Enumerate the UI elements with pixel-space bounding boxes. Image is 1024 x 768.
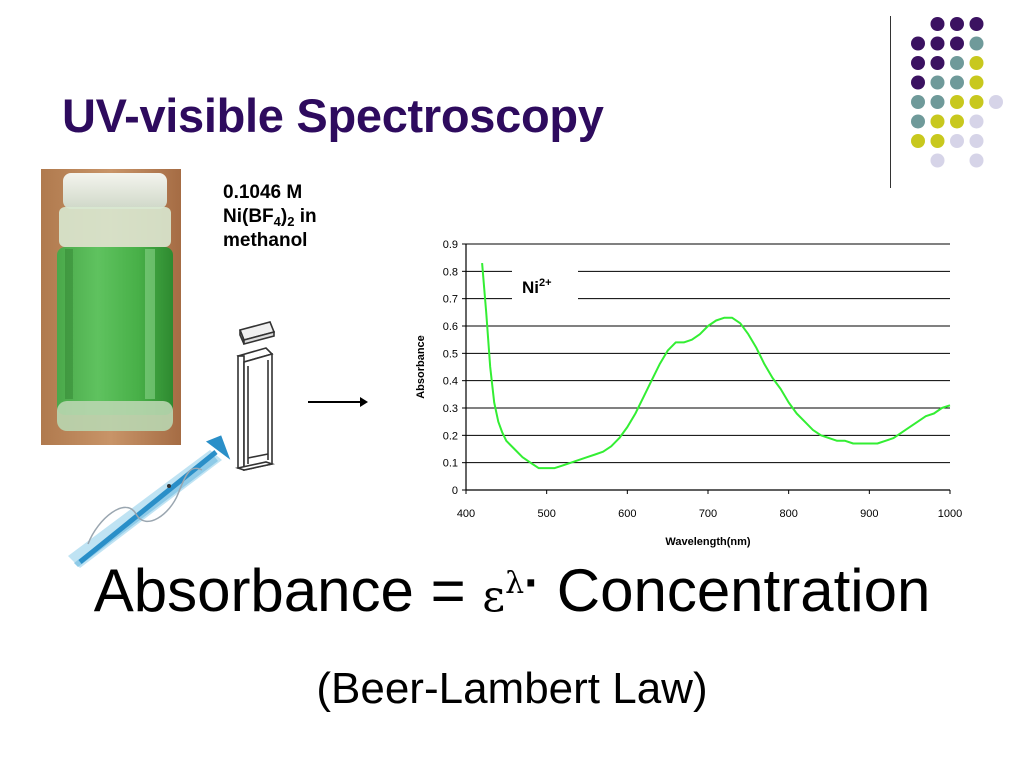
y-tick-label: 0.7 [443,294,458,306]
decoration-dot [930,36,945,51]
decoration-dot [950,75,964,90]
y-tick-label: 0.6 [443,321,458,333]
decoration-dot [950,134,964,148]
equation-lhs: Absorbance = [93,557,483,624]
y-tick-label: 0.4 [443,376,458,388]
y-tick-label: 0 [452,485,458,497]
decoration-dot [950,36,964,51]
x-tick-label: 600 [618,508,636,520]
y-tick-labels: 0 0.1 0.2 0.3 0.4 0.5 0.6 0.7 0.8 0.9 [443,239,458,497]
decoration-dot [969,17,984,31]
y-tick-label: 0.2 [443,430,458,442]
sample-formula: Ni(BF4)2 in [223,205,317,229]
vial-shadow [65,249,73,399]
decoration-dot [911,114,925,129]
x-tick-label: 800 [779,508,797,520]
annotation-background [512,264,578,300]
x-tick-label: 700 [699,508,717,520]
decoration-dot [930,75,945,90]
decoration-dot [930,134,945,148]
x-tick-label: 400 [457,508,475,520]
formula-mid: ) [280,206,288,227]
x-tick-label: 500 [537,508,555,520]
decoration-dot [911,134,925,148]
formula-suffix: in [294,206,317,227]
y-axis-label: Absorbance [415,335,427,399]
formula-sub-2: 2 [287,214,295,229]
wave-icon [87,467,203,545]
vial-glass-base [57,401,173,431]
decoration-dot [969,36,984,51]
x-axis-label: Wavelength(nm) [665,536,750,548]
slide-title: UV-visible Spectroscopy [62,89,604,142]
multiply-dot: · [524,557,541,610]
formula-prefix: Ni(BF [223,206,274,227]
y-tick-label: 0.9 [443,239,458,251]
annotation-base: Ni [522,278,539,297]
decoration-dot [911,36,925,51]
series-annotation: Ni2+ [522,277,552,297]
annotation-superscript: 2+ [539,277,552,289]
decoration-dot [911,75,925,90]
light-beam-icon [68,435,231,568]
decoration-dot [930,56,945,70]
vial-cap [63,173,167,209]
x-tick-label: 1000 [938,508,962,520]
sample-solvent: methanol [223,230,308,251]
decoration-dot [930,95,945,109]
decoration-dot [930,153,945,168]
beer-lambert-equation: Absorbance = ελ· Concentration [0,556,1024,625]
decoration-dot [989,95,1003,109]
decoration-dot [930,114,945,129]
epsilon-symbol: ε [482,571,506,622]
decoration-dot [969,153,984,168]
absorbance-chart: 0 0.1 0.2 0.3 0.4 0.5 0.6 0.7 0.8 0.9 400 500 600 70… [415,239,962,548]
dot-grid-decoration [911,17,1003,168]
lambda-symbol: λ [505,566,525,601]
decoration-dot [911,56,925,70]
vial-neck [59,207,171,247]
chart-axes [465,244,951,494]
law-caption: (Beer-Lambert Law) [316,664,708,713]
decoration-dot [969,56,984,70]
decoration-dot [911,95,925,109]
sample-label: 0.1046 M Ni(BF4)2 in methanol [223,181,317,253]
decoration-dot [930,17,945,31]
decoration-dot [950,17,964,31]
arrow-right-icon [308,397,368,407]
sample-concentration: 0.1046 M [223,182,303,203]
decoration-dot [950,114,964,129]
y-tick-label: 0.1 [443,458,458,470]
vial-liquid [57,247,173,415]
wave-node-icon [167,484,171,488]
title-divider-line [890,16,891,188]
decoration-dot [950,95,964,109]
formula-sub-1: 4 [273,214,281,229]
y-tick-label: 0.3 [443,403,458,415]
decoration-dot [969,95,984,109]
y-tick-label: 0.5 [443,348,458,360]
decoration-dot [969,114,984,129]
decoration-dot [969,134,984,148]
cuvette-diagram [68,321,368,568]
vial-highlight [145,249,155,399]
equation-rhs: Concentration [540,557,931,624]
decoration-dot [969,75,984,90]
cuvette-icon [234,321,276,471]
x-tick-labels: 400 500 600 700 800 900 1000 [457,508,962,520]
vial-photo [41,169,181,445]
decoration-dot [950,56,964,70]
absorbance-curve [481,263,951,470]
y-tick-label: 0.8 [443,266,458,278]
x-tick-label: 900 [860,508,878,520]
